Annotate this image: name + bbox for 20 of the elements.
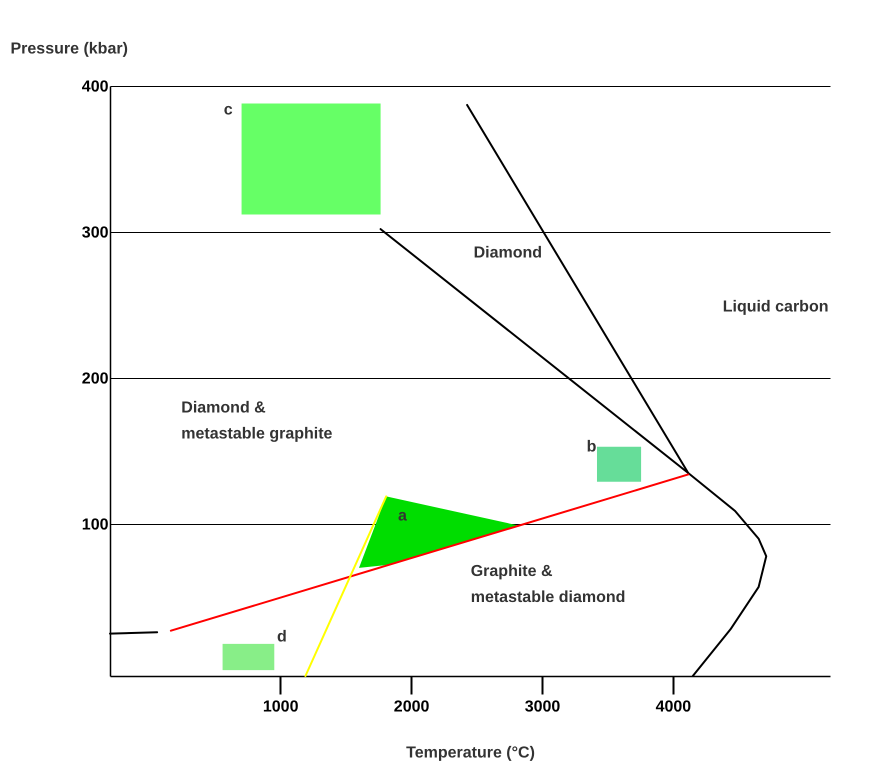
annotation: Graphite & — [470, 562, 553, 580]
annotation: Liquid carbon — [722, 298, 828, 316]
annotation: Diamond & — [181, 400, 266, 417]
x-tick-label: 4000 — [656, 698, 692, 716]
x-tick-label: 3000 — [524, 698, 560, 716]
annotation: metastable diamond — [470, 588, 626, 606]
y-tick-label: 200 — [82, 370, 109, 388]
annotation: d — [277, 628, 287, 646]
y-axis-title: Pressure (kbar) — [10, 40, 128, 58]
y-tick-label: 300 — [82, 224, 109, 242]
x-tick-label: 1000 — [262, 698, 299, 716]
x-axis-title: Temperature (°C) — [406, 744, 535, 762]
annotation: Diamond — [474, 244, 542, 262]
y-tick-label: 100 — [82, 516, 109, 534]
annotation: a — [398, 508, 407, 525]
annotation: metastable graphite — [181, 426, 333, 443]
annotation: b — [586, 438, 597, 456]
annotation: c — [224, 102, 233, 119]
x-tick-label: 2000 — [394, 698, 430, 716]
y-tick-label: 400 — [82, 78, 109, 96]
